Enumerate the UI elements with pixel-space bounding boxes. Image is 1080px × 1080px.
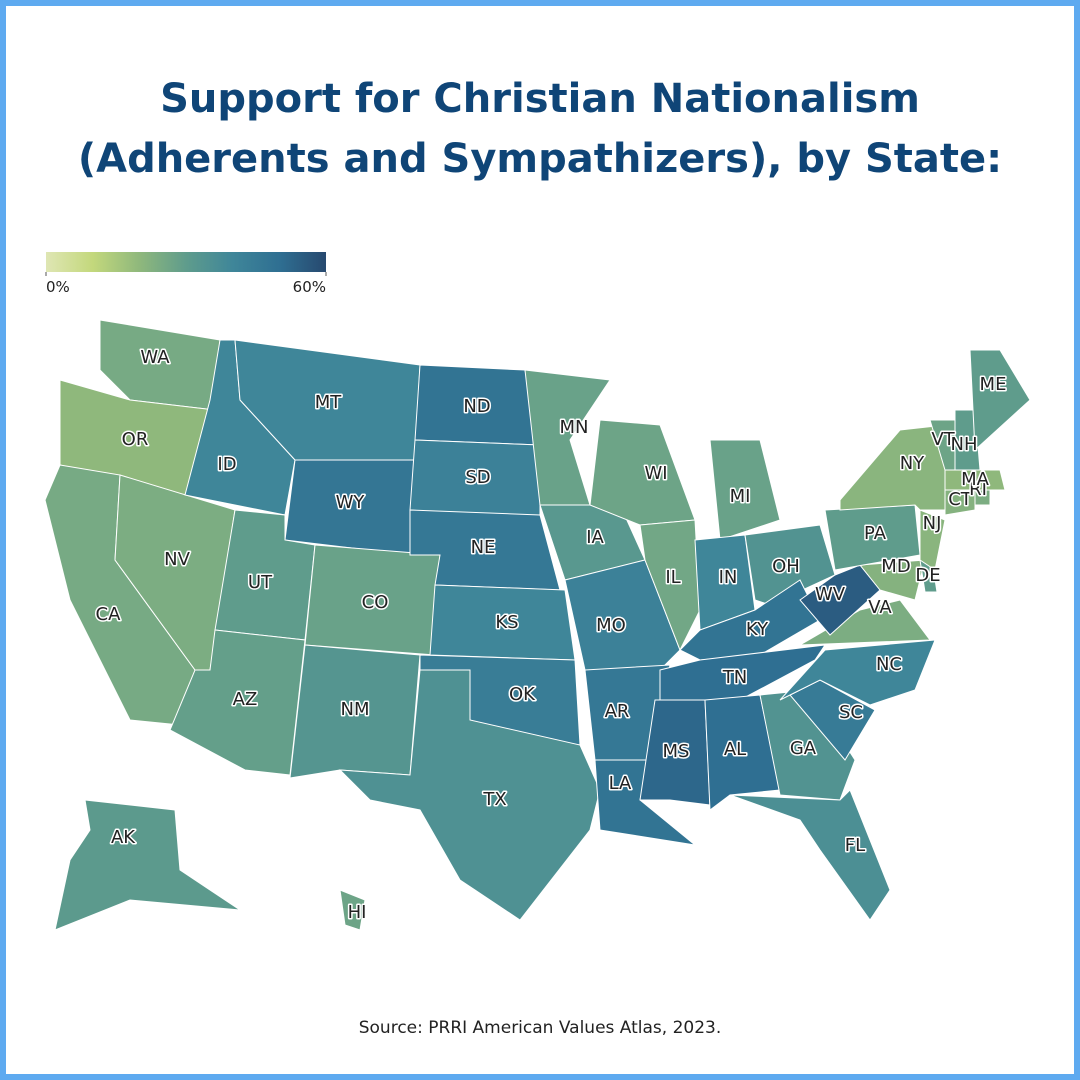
state — [859, 559, 926, 601]
state — [919, 509, 946, 571]
state-label: IN — [719, 567, 738, 588]
state-label: RI — [969, 479, 987, 500]
state-label: AL — [724, 739, 746, 760]
state-label: FL — [845, 835, 865, 856]
state — [339, 889, 366, 931]
state-label: WI — [644, 463, 667, 484]
state-label: OH — [772, 556, 800, 577]
state-label: MA — [961, 469, 990, 490]
state — [944, 469, 1006, 491]
state-label: DE — [915, 565, 940, 586]
state-label: OK — [509, 684, 536, 705]
state-label: MD — [881, 556, 910, 577]
state — [969, 349, 1031, 452]
state-label: WY — [336, 492, 366, 513]
state — [524, 369, 611, 506]
state-label: MS — [663, 741, 690, 762]
state-label: WV — [815, 584, 846, 605]
legend-gradient — [46, 252, 326, 272]
state-label: CA — [96, 604, 122, 625]
state — [54, 799, 241, 931]
state-label: NJ — [923, 513, 942, 534]
state-label: TN — [722, 667, 747, 688]
state-label: NE — [471, 537, 496, 558]
state-label: MI — [730, 486, 751, 507]
state-label: IA — [586, 527, 604, 548]
state-label: KY — [746, 619, 769, 640]
state-label: TX — [482, 789, 506, 810]
state-label: CT — [948, 489, 973, 510]
state-label: NV — [164, 549, 190, 570]
state-label: SC — [839, 702, 863, 723]
state-label: NM — [341, 699, 370, 720]
state-label: MO — [596, 615, 626, 636]
state-label: MT — [315, 392, 343, 413]
state-label: ME — [980, 374, 1007, 395]
state — [564, 559, 681, 671]
state-label: ND — [463, 396, 490, 417]
state-label: UT — [248, 572, 273, 593]
state — [779, 639, 936, 706]
state — [709, 439, 781, 541]
state-label: AZ — [233, 689, 258, 710]
state-label: AK — [111, 827, 136, 848]
legend-tick-label: 60% — [293, 278, 326, 296]
state-label: IL — [665, 567, 680, 588]
state-label: VT — [931, 429, 955, 450]
state — [639, 519, 701, 652]
state-label: ID — [217, 454, 236, 475]
state — [639, 699, 711, 806]
state — [729, 789, 891, 921]
state — [169, 629, 306, 776]
state — [839, 424, 951, 511]
source-note: Source: PRRI American Values Atlas, 2023… — [359, 1018, 722, 1038]
state-label: KS — [495, 612, 518, 633]
states — [44, 319, 1031, 931]
state-label: NY — [900, 453, 925, 474]
state-label: NH — [951, 434, 978, 455]
state-label: AR — [605, 701, 630, 722]
state-label: OR — [122, 429, 149, 450]
state-label: NC — [876, 654, 902, 675]
state-labels: WA OR CA NV ID MT WY UT CO AZ NM ND SD NE KS OK TX MN IA MO… — [94, 346, 1008, 925]
chart-subtitle: (Adherents and Sympathizers), by State: — [78, 136, 1002, 182]
state-label: VA — [868, 597, 892, 618]
state — [589, 419, 696, 526]
state-label: LA — [609, 773, 632, 794]
state-label: HI — [348, 902, 367, 923]
state-label: SD — [465, 467, 490, 488]
state-label: GA — [790, 738, 817, 759]
chart-title: Support for Christian Nationalism — [160, 76, 920, 122]
state — [704, 694, 781, 811]
state-label: PA — [864, 523, 887, 544]
state-label: WA — [140, 347, 170, 368]
state-label: MN — [560, 417, 589, 438]
legend-tick-label: 0% — [46, 278, 70, 296]
state — [594, 759, 697, 846]
state-label: CO — [362, 592, 389, 613]
